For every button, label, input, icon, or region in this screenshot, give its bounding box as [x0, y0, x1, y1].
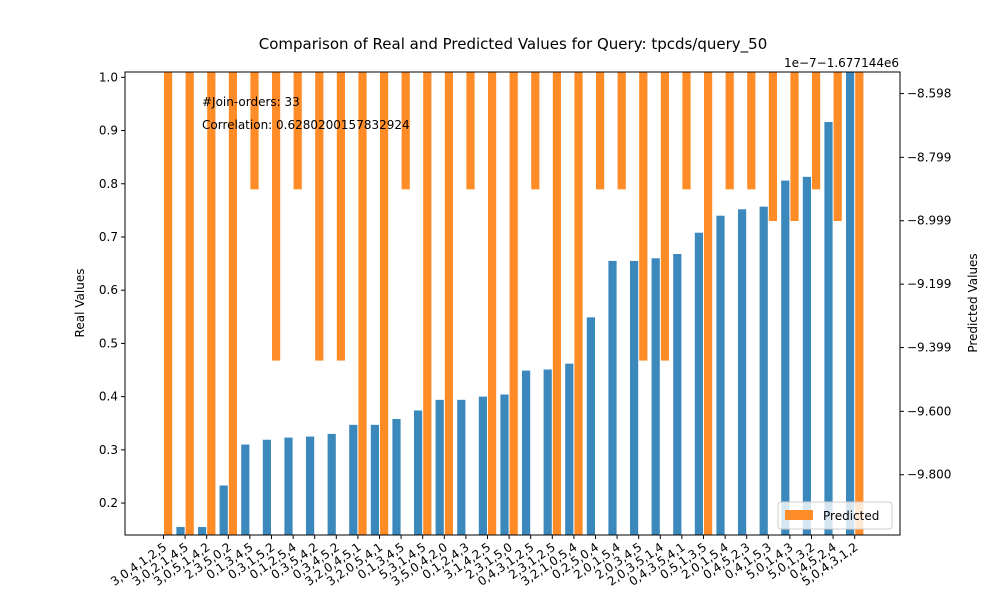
predicted-bar: [509, 72, 518, 535]
y-tick-label: 0.4: [99, 390, 118, 404]
legend: Predicted: [777, 501, 893, 530]
predicted-bar: [228, 72, 237, 535]
predicted-bar: [423, 72, 432, 535]
y-tick-label: 1.0: [99, 70, 118, 84]
real-bar: [435, 399, 444, 535]
real-bar: [327, 433, 336, 535]
predicted-bar: [336, 72, 345, 361]
real-bar: [241, 444, 250, 535]
predicted-bar: [466, 72, 475, 190]
legend-label-predicted: Predicted: [823, 509, 879, 523]
predicted-bar: [574, 72, 583, 535]
real-bar: [716, 215, 725, 535]
predicted-bar: [488, 72, 497, 535]
real-bar: [759, 206, 768, 535]
y2-tick-label: −8.799: [907, 150, 951, 164]
real-bar: [522, 370, 531, 535]
y2-tick-label: −9.399: [907, 341, 951, 355]
predicted-bar: [358, 72, 367, 535]
predicted-bar: [596, 72, 605, 190]
predicted-bar: [315, 72, 324, 361]
real-bar: [500, 394, 509, 535]
predicted-bar: [768, 72, 777, 222]
predicted-bar: [704, 72, 713, 535]
y2-tick-label: −9.199: [907, 277, 951, 291]
y2-tick-label: −9.800: [907, 468, 951, 482]
real-bars: [176, 72, 855, 536]
real-bar: [198, 527, 207, 535]
real-bar: [781, 180, 790, 535]
predicted-bar: [250, 72, 259, 190]
predicted-bar: [639, 72, 648, 361]
real-bar: [802, 176, 811, 535]
predicted-bar: [812, 72, 821, 190]
legend-box: [777, 501, 893, 530]
real-bar: [478, 396, 487, 535]
y-tick-label: 0.9: [99, 124, 118, 138]
real-bar: [846, 72, 855, 535]
predicted-bar: [552, 72, 561, 535]
predicted-bar: [833, 72, 842, 222]
predicted-bars: [164, 72, 864, 535]
real-bar: [457, 399, 466, 535]
y2-offset-text: 1e−7−1.677144e6: [784, 56, 899, 70]
predicted-bar: [272, 72, 281, 361]
real-bar: [262, 439, 271, 535]
predicted-bar: [207, 72, 216, 535]
real-bar: [306, 436, 315, 535]
y-axis-ticks: 0.2 0.3 0.4 0.5 0.6 0.7 0.8 0.9 1.0: [99, 70, 125, 510]
real-bar: [651, 258, 660, 535]
predicted-bar: [401, 72, 410, 190]
y2-axis-ticks: −8.598 −8.799 −8.999 −9.199 −9.399 −9.600 −9.8…: [900, 87, 951, 482]
real-bar: [284, 437, 293, 535]
real-bar: [738, 209, 747, 536]
real-bar: [673, 254, 682, 535]
real-bar: [176, 527, 185, 535]
y2-tick-label: −9.600: [907, 404, 951, 418]
join-orders-annotation: #Join-orders: 33: [202, 95, 300, 109]
real-bar: [219, 485, 228, 535]
real-bar: [349, 424, 358, 535]
real-bar: [694, 232, 703, 535]
real-bar: [586, 317, 595, 535]
real-bar: [565, 363, 574, 535]
predicted-bar: [444, 72, 453, 535]
predicted-bar: [790, 72, 799, 222]
y2-tick-label: −8.999: [907, 214, 951, 228]
plot-frame: [124, 71, 901, 536]
chart-title: Comparison of Real and Predicted Values …: [259, 35, 768, 54]
y-tick-label: 0.3: [99, 443, 118, 457]
predicted-bar: [747, 72, 756, 190]
x-axis-ticks: 3,0,4,1,2,53,0,2,1,4,53,0,5,1,4,22,3,5,0…: [108, 535, 860, 589]
y-tick-label: 0.5: [99, 336, 118, 350]
y2-axis-label: Predicted Values: [966, 253, 980, 352]
real-bar: [414, 410, 423, 535]
predicted-bar: [185, 72, 194, 535]
y-axis-label: Real Values: [73, 269, 87, 338]
predicted-bar: [682, 72, 691, 190]
legend-swatch-predicted: [785, 510, 813, 520]
real-bar: [392, 418, 401, 535]
y2-tick-label: −8.598: [907, 87, 951, 101]
y-tick-label: 0.7: [99, 230, 118, 244]
y-tick-label: 0.6: [99, 283, 118, 297]
real-bar: [543, 369, 552, 535]
predicted-bar: [660, 72, 669, 361]
real-bar: [608, 260, 617, 535]
predicted-bar: [164, 72, 173, 535]
predicted-bar: [380, 72, 389, 535]
predicted-bar: [293, 72, 302, 190]
predicted-bar: [531, 72, 540, 190]
real-bar: [630, 260, 639, 535]
predicted-bar: [855, 72, 864, 535]
correlation-annotation: Correlation: 0.6280200157832924: [202, 118, 410, 132]
predicted-bar: [617, 72, 626, 190]
predicted-bar: [725, 72, 734, 190]
real-bar: [370, 424, 379, 535]
y-tick-label: 0.2: [99, 496, 118, 510]
y-tick-label: 0.8: [99, 177, 118, 191]
real-bar: [824, 122, 833, 535]
